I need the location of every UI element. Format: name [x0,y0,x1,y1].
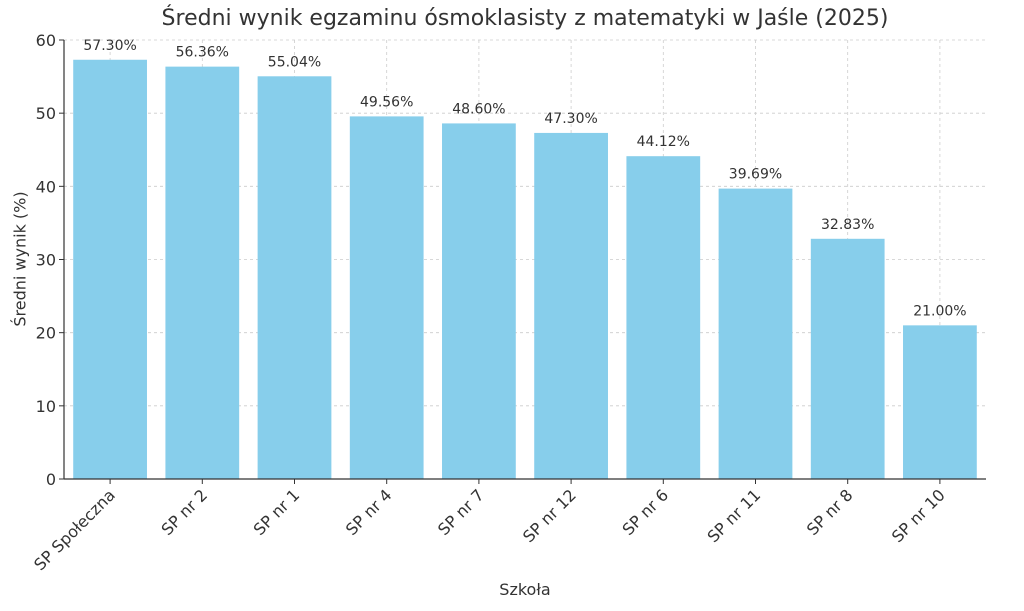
x-tick-label: SP nr 4 [342,485,396,539]
x-tick-label: SP nr 12 [519,485,580,546]
x-tick-label: SP nr 11 [703,485,764,546]
bar [810,238,885,479]
x-tick-label: SP nr 10 [888,485,949,546]
data-label: 48.60% [452,101,505,117]
y-tick-label: 20 [36,324,56,343]
data-label: 21.00% [913,303,966,319]
y-tick-label: 0 [46,470,56,489]
bar [442,123,516,479]
y-tick-label: 60 [36,31,56,50]
y-tick-label: 50 [36,104,56,123]
y-tick-label: 40 [36,177,56,196]
y-tick-label: 30 [36,251,56,270]
x-tick-label: SP nr 7 [434,485,488,539]
data-label: 47.30% [544,111,597,127]
data-label: 39.69% [729,167,782,183]
bar [903,325,977,479]
x-axis-label: Szkoła [499,580,551,599]
y-tick-label: 10 [36,397,56,416]
x-tick-label: SP Społeczna [30,485,119,574]
data-label: 44.12% [637,134,690,150]
axes [59,39,986,484]
bar [257,76,332,480]
data-label: 32.83% [821,217,874,233]
bar [718,188,793,479]
data-label: 49.56% [360,94,413,110]
data-label: 56.36% [176,45,229,61]
x-tick-label: SP nr 1 [250,485,304,539]
bar [73,59,147,479]
bar [534,132,608,479]
x-tick-label: SP nr 6 [618,485,672,539]
x-tick-label: SP nr 2 [157,485,211,539]
bar [626,156,701,479]
bars [73,59,977,480]
bar [165,66,240,480]
y-axis-label: Średni wynik (%) [10,191,30,327]
bar [349,116,424,480]
x-tick-labels: SP Społeczna SP nr 2 SP nr 1 SP nr 4 SP nr 7… [30,485,949,574]
data-labels: 57.30% 56.36% 55.04% 49.56% 48.60% 47.30% 44.1… [83,38,966,320]
y-tick-labels: 0 10 20 30 40 50 60 [36,31,56,489]
x-tick-label: SP nr 8 [803,485,857,539]
data-label: 55.04% [268,54,321,70]
data-label: 57.30% [83,38,136,54]
chart-title: Średni wynik egzaminu ósmoklasisty z mat… [161,6,889,31]
